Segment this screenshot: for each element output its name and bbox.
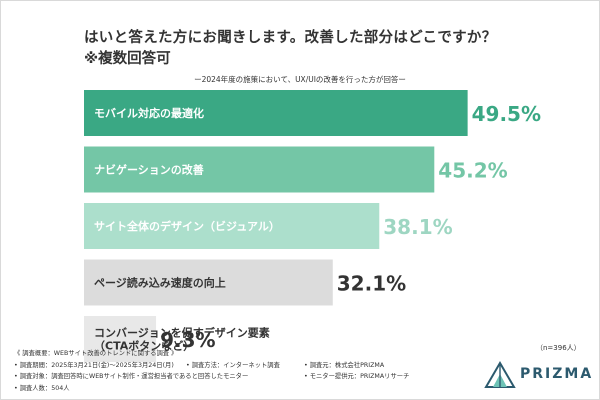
chart-caption: ー2024年度の施策において、UX/UIの改善を行った方が回答ー <box>194 75 406 84</box>
bar <box>84 146 435 193</box>
bar-category-label: モバイル対応の最適化 <box>94 106 204 120</box>
survey-organizer: • 調査元：株式会社PRIZMA <box>304 361 385 369</box>
survey-period: • 調査期間：2025年3月21日(金)～2025年3月24日(月) <box>14 361 174 369</box>
survey-respondents: • 調査人数：504人 <box>14 384 70 392</box>
bar <box>84 259 333 306</box>
bar <box>84 203 380 249</box>
bar-category-label: サイト全体のデザイン（ビジュアル） <box>94 219 280 233</box>
bar <box>84 316 157 362</box>
sample-size-label: （n=396人） <box>536 344 581 352</box>
bar-value-label: 49.5% <box>472 102 541 126</box>
chart-subtitle: ※複数回答可 <box>84 51 171 67</box>
bar-category-label: コンバージョンを促すデザイン要素 <box>94 326 270 340</box>
bar-category-label: ナビゲーションの改善 <box>94 163 204 177</box>
bar-value-label: 38.1% <box>383 215 452 239</box>
bar-category-label: （CTAボタンなど） <box>94 339 194 353</box>
survey-method: • 調査方法：インターネット調査 <box>186 361 280 369</box>
bar-value-label: 32.1% <box>337 272 406 296</box>
bar-value-label: 45.2% <box>438 159 507 183</box>
survey-notes-row: • 調査期間：2025年3月21日(金)～2025年3月24日(月) • 調査方法… <box>14 360 409 372</box>
bar-value-label: 9.3% <box>160 328 215 352</box>
monitor-provider: • モニター提供元：PRIZMAリサーチ <box>304 373 410 380</box>
survey-notes: 《 調査概要：WEBサイト改善のトレンドに関する調査 》 • 調査期間：2025… <box>14 348 409 394</box>
bar-category-label: ページ読み込み速度の向上 <box>94 276 226 290</box>
survey-target: • 調査対象：調査回答時にWEBサイト制作・運営担当者であると回答したモニター <box>14 373 249 380</box>
logo-text: PRIZMA <box>520 366 594 382</box>
survey-notes-row: • 調査対象：調査回答時にWEBサイト制作・運営担当者であると回答したモニター •… <box>14 371 409 383</box>
chart-title: はいと答えた方にお聞きします。改善した部分はどこですか？ <box>84 30 497 46</box>
bar <box>84 90 468 136</box>
prizma-logo-icon <box>484 361 516 388</box>
survey-overview: 《 調査概要：WEBサイト改善のトレンドに関する調査 》 <box>14 350 178 357</box>
